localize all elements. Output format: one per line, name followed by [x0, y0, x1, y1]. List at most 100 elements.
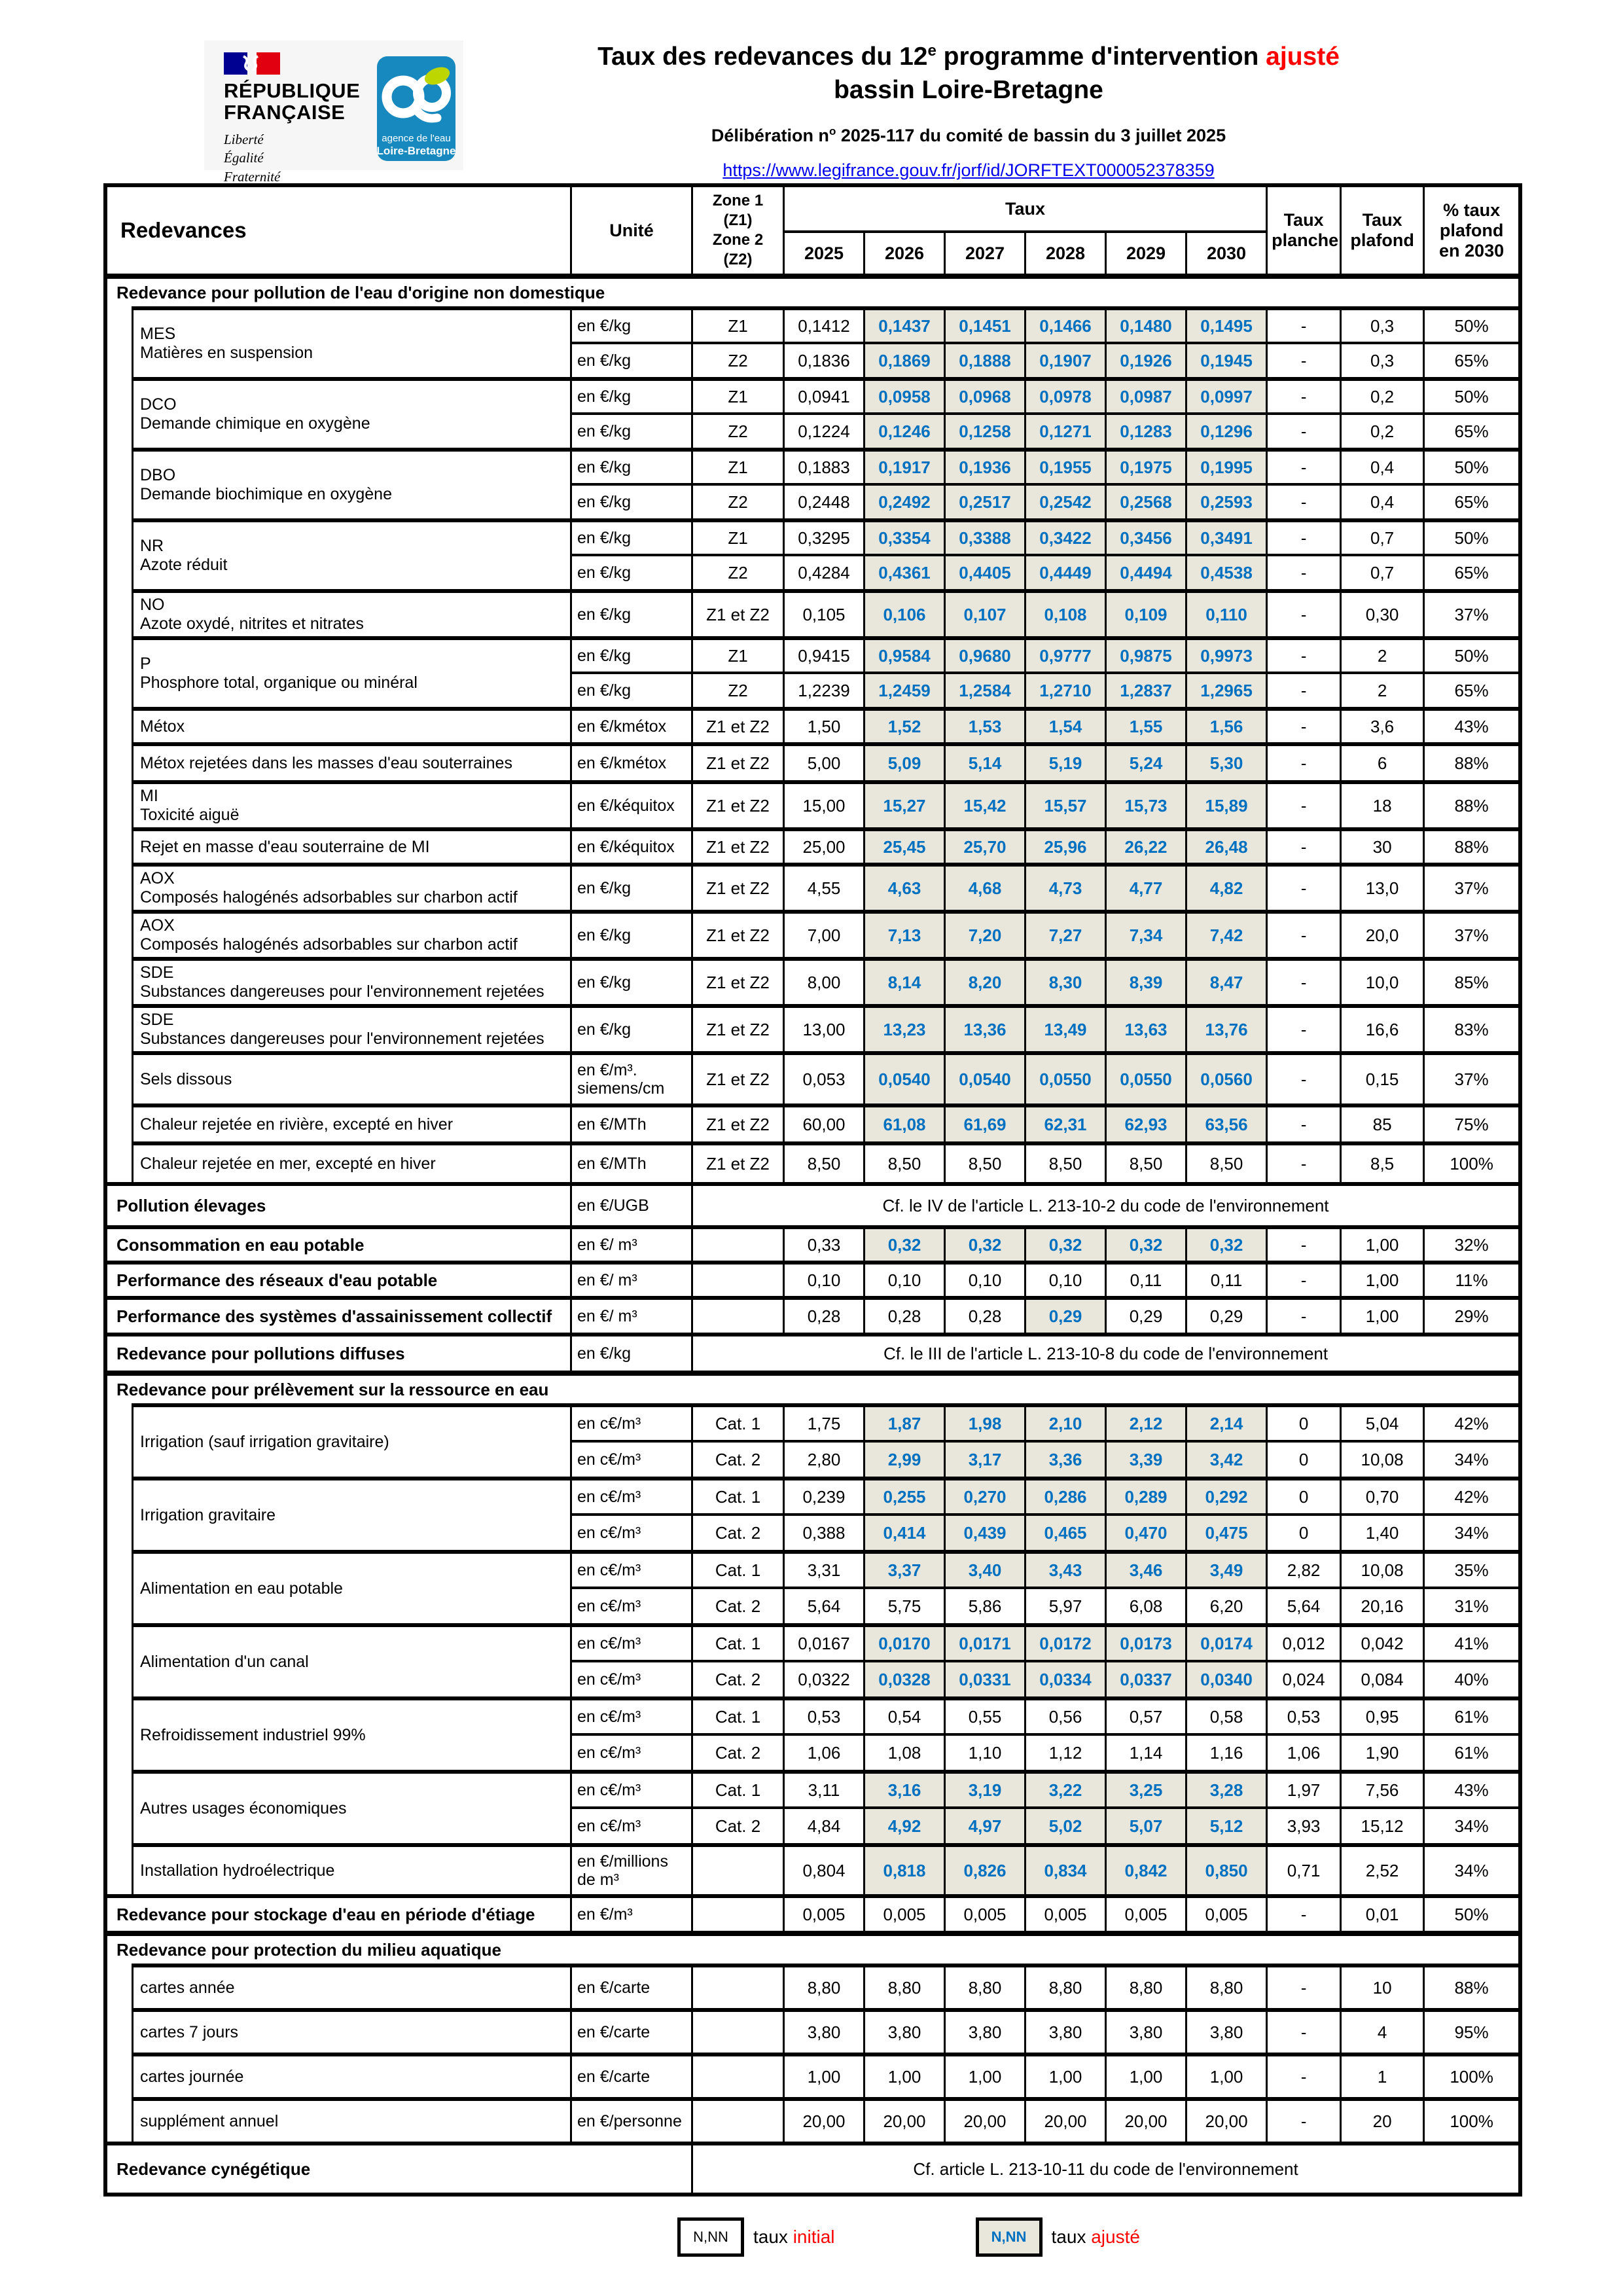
- unit-cell: en c€/m³: [572, 1696, 693, 1733]
- pct-plafond-cell: 75%: [1425, 1103, 1519, 1141]
- rate-2029-cell: 8,80: [1107, 1964, 1187, 2008]
- rate-2028-cell: 0,0172: [1026, 1623, 1107, 1660]
- rate-2025-cell: 0,239: [785, 1477, 865, 1513]
- plafond-cell: 0,01: [1342, 1894, 1425, 1931]
- plafond-cell: 10: [1342, 1964, 1425, 2008]
- plafond-cell: 1,40: [1342, 1513, 1425, 1550]
- legifrance-link[interactable]: https://www.legifrance.gouv.fr/jorf/id/J…: [722, 160, 1215, 181]
- zone-cell: Z1: [693, 306, 785, 342]
- rate-2030-cell: 6,20: [1187, 1587, 1268, 1623]
- pct-plafond-cell: 37%: [1425, 863, 1519, 910]
- zone-cell: Z2: [693, 342, 785, 377]
- table-row: cartes journée en €/carte 1,00 1,00 1,00 1,00…: [107, 2053, 1519, 2097]
- rate-2029-cell: 0,0987: [1107, 377, 1187, 412]
- section-row: Redevance pour prélèvement sur la ressou…: [107, 1371, 1519, 1403]
- republique-wordmark: RÉPUBLIQUE FRANÇAISE: [224, 79, 361, 124]
- table-row: Chaleur rejetée en mer, excepté en hiver…: [107, 1141, 1519, 1182]
- plafond-cell: 85: [1342, 1103, 1425, 1141]
- indent-spacer: [107, 1103, 134, 1141]
- rate-2025-cell: 3,80: [785, 2008, 865, 2053]
- rate-2030-cell: 1,56: [1187, 707, 1268, 742]
- table-row: AOX Composés halogénés adsorbables sur ch…: [107, 910, 1519, 957]
- row-label: Irrigation gravitaire: [134, 1477, 572, 1550]
- rate-2030-cell: 0,58: [1187, 1696, 1268, 1733]
- table-row: NO Azote oxydé, nitrites et nitrates en €/…: [107, 589, 1519, 636]
- rate-2026-cell: 13,23: [865, 1004, 946, 1051]
- plafond-cell: 15,12: [1342, 1806, 1425, 1843]
- row-label: Redevance pour pollutions diffuses: [107, 1333, 572, 1371]
- pct-plafond-cell: 50%: [1425, 1894, 1519, 1931]
- unit-cell: en c€/m³: [572, 1513, 693, 1550]
- unit-cell: en €/kg: [572, 518, 693, 554]
- table-row: Consommation en eau potable en €/ m³ 0,33 0…: [107, 1225, 1519, 1261]
- unit-cell: en €/kg: [572, 863, 693, 910]
- plancher-cell: 2,82: [1268, 1550, 1342, 1587]
- table-row: Sels dissous en €/m³. siemens/cm Z1 et Z2 0…: [107, 1051, 1519, 1103]
- rate-2028-cell: 0,9777: [1026, 636, 1107, 672]
- rate-2025-cell: 0,005: [785, 1894, 865, 1931]
- table-row: DBO Demande biochimique en oxygène en €/kg…: [107, 448, 1519, 518]
- pct-plafond-cell: 42%: [1425, 1477, 1519, 1513]
- unit-cell: en c€/m³: [572, 1806, 693, 1843]
- rate-2029-cell: 0,1283: [1107, 412, 1187, 448]
- table-row: SDE Substances dangereuses pour l'environ…: [107, 1004, 1519, 1051]
- rate-2028-cell: 0,56: [1026, 1696, 1107, 1733]
- unit-cell: en €/kmétox: [572, 707, 693, 742]
- rate-2026-cell: 0,0958: [865, 377, 946, 412]
- indent-spacer: [107, 910, 134, 957]
- unit-cell: en €/kg: [572, 306, 693, 342]
- rate-2029-cell: 0,470: [1107, 1513, 1187, 1550]
- rate-2029-cell: 1,2837: [1107, 672, 1187, 707]
- rate-2028-cell: 0,1907: [1026, 342, 1107, 377]
- rate-2028-cell: 0,0334: [1026, 1660, 1107, 1696]
- agency-name-line1: agence de l'eau: [382, 133, 450, 144]
- rate-2025-cell: 0,9415: [785, 636, 865, 672]
- rate-2025-cell: 1,75: [785, 1403, 865, 1440]
- table-row: Chaleur rejetée en rivière, excepté en h…: [107, 1103, 1519, 1141]
- indent-spacer: [107, 2097, 134, 2142]
- rate-2026-cell: 4,63: [865, 863, 946, 910]
- row-label: Irrigation (sauf irrigation gravitaire): [134, 1403, 572, 1477]
- rate-2026-cell: 0,0540: [865, 1051, 946, 1103]
- plafond-cell: 13,0: [1342, 863, 1425, 910]
- rate-2025-cell: 0,0167: [785, 1623, 865, 1660]
- plancher-cell: -: [1268, 780, 1342, 827]
- pct-plafond-cell: 88%: [1425, 827, 1519, 863]
- rate-2026-cell: 0,1437: [865, 306, 946, 342]
- section-row: Redevance pour protection du milieu aqua…: [107, 1931, 1519, 1964]
- unit-cell: en €/kg: [572, 412, 693, 448]
- indent-spacer: [107, 742, 134, 780]
- zone-cell: Cat. 2: [693, 1660, 785, 1696]
- pct-plafond-cell: 50%: [1425, 518, 1519, 554]
- rate-2030-cell: 3,49: [1187, 1550, 1268, 1587]
- row-label: Redevance pour stockage d'eau en période…: [107, 1894, 572, 1931]
- rate-2029-cell: 62,93: [1107, 1103, 1187, 1141]
- unit-cell: en €/carte: [572, 2008, 693, 2053]
- zone-cell: Cat. 1: [693, 1623, 785, 1660]
- rate-2026-cell: 3,37: [865, 1550, 946, 1587]
- row-label: Rejet en masse d'eau souterraine de MI: [134, 827, 572, 863]
- table-row: en c€/m³ Cat. 2 0,0322 0,0328 0,0331 0,0334 0,…: [107, 1660, 1519, 1696]
- rate-2029-cell: 1,14: [1107, 1733, 1187, 1770]
- rate-2028-cell: 0,3422: [1026, 518, 1107, 554]
- rate-2026-cell: 5,75: [865, 1587, 946, 1623]
- rate-2029-cell: 6,08: [1107, 1587, 1187, 1623]
- pct-plafond-cell: 65%: [1425, 672, 1519, 707]
- table-row: Alimentation d'un canal en c€/m³ Cat. 1 0,0…: [107, 1623, 1519, 1696]
- table-row: NR Azote réduit en €/kg Z1 0,3295 0,3354 0,338…: [107, 518, 1519, 589]
- zone-cell: Z1 et Z2: [693, 957, 785, 1004]
- plancher-cell: -: [1268, 589, 1342, 636]
- rate-2028-cell: 0,29: [1026, 1296, 1107, 1333]
- plancher-cell: -: [1268, 342, 1342, 377]
- rate-2028-cell: 4,73: [1026, 863, 1107, 910]
- rate-2028-cell: 7,27: [1026, 910, 1107, 957]
- plancher-cell: -: [1268, 1296, 1342, 1333]
- row-label: cartes journée: [134, 2053, 572, 2097]
- rate-2027-cell: 1,10: [946, 1733, 1026, 1770]
- rate-2030-cell: 13,76: [1187, 1004, 1268, 1051]
- indent-spacer: [107, 1550, 134, 1623]
- rate-2025-cell: 4,55: [785, 863, 865, 910]
- table-row: Refroidissement industriel 99% en c€/m³ Ca…: [107, 1696, 1519, 1770]
- rate-2026-cell: 20,00: [865, 2097, 946, 2142]
